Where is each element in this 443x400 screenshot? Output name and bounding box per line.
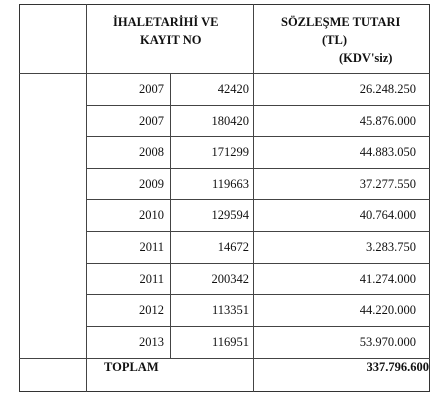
cell-amount: 26.248.250 (359, 82, 416, 96)
cell-amount: 44.883.050 (359, 145, 416, 160)
cell-amount: 37.277.550 (359, 176, 416, 191)
col-divider-left (86, 4, 87, 392)
cell-amount: 44.220.000 (359, 303, 416, 318)
cell-reg-no: 200342 (211, 271, 250, 286)
cell-year: 2011 (139, 271, 164, 286)
cell-year: 2010 (139, 208, 164, 223)
row-divider (86, 294, 430, 295)
header-contract-amount-line3: (KDV'siz) (339, 51, 393, 65)
cell-year: 2007 (139, 82, 164, 96)
cell-year: 2011 (139, 240, 164, 254)
total-top-line (19, 358, 430, 359)
cell-amount: 45.876.000 (359, 113, 416, 128)
col-divider-year-reg (170, 73, 171, 358)
row-divider (86, 199, 430, 200)
cell-reg-no: 171299 (211, 145, 250, 160)
row-divider (86, 263, 430, 264)
header-bottom-line (19, 73, 430, 74)
row-divider (86, 168, 430, 169)
cell-reg-no: 42420 (217, 82, 249, 96)
row-divider (86, 326, 430, 327)
cell-amount: 40.764.000 (359, 208, 416, 223)
cell-year: 2008 (139, 145, 164, 160)
row-divider (86, 231, 430, 232)
cell-reg-no: 180420 (211, 113, 250, 128)
row-divider (86, 136, 430, 137)
header-tender-date-line1: İHALETARİHİ VE (113, 15, 219, 29)
cell-year: 2012 (139, 303, 164, 318)
header-contract-amount-line2: (TL) (322, 33, 347, 47)
cell-reg-no: 14672 (217, 240, 249, 254)
cell-year: 2007 (139, 113, 164, 128)
cell-year: 2013 (139, 334, 164, 349)
cell-reg-no: 129594 (211, 208, 250, 223)
cell-amount: 41.274.000 (359, 271, 416, 286)
row-divider (86, 105, 430, 106)
cell-amount: 53.970.000 (359, 334, 416, 349)
col-divider-amount (253, 4, 254, 392)
cell-reg-no: 113351 (211, 303, 249, 318)
tender-table (19, 4, 430, 392)
cell-reg-no: 116951 (211, 334, 249, 349)
cell-reg-no: 119663 (211, 176, 249, 191)
header-tender-date-line2: KAYIT NO (140, 33, 202, 47)
cell-amount: 3.283.750 (366, 240, 416, 254)
total-value: 337.796.600 (366, 360, 430, 374)
total-label: TOPLAM (104, 360, 159, 374)
cell-year: 2009 (139, 176, 164, 191)
header-contract-amount-line1: SÖZLEŞME TUTARI (281, 15, 401, 29)
